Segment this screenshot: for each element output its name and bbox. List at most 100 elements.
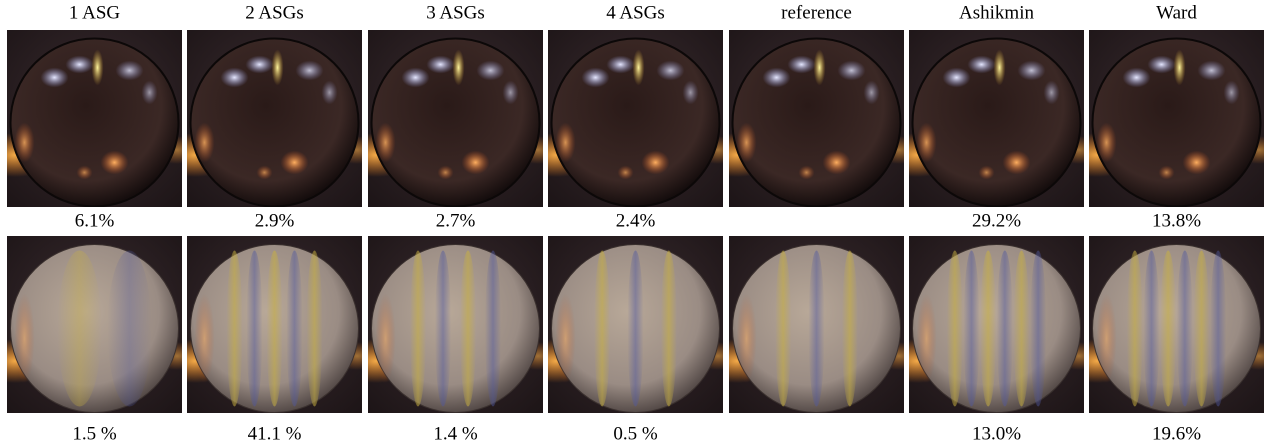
stripe: [485, 251, 501, 407]
stripe: [1194, 251, 1210, 407]
highlight: [1003, 151, 1031, 175]
error-label: 0.5 %: [613, 423, 658, 444]
stripe: [410, 251, 426, 407]
column-header: Ward: [1156, 2, 1197, 23]
highlight: [1044, 81, 1060, 105]
render-image: [155, 236, 379, 413]
highlight: [272, 50, 284, 86]
sphere: [372, 245, 540, 413]
render-image: [697, 30, 921, 207]
figure: 1 ASG6.1%1.5 %2 ASGs2.9%41.1 %3 ASGs2.7%…: [0, 0, 1266, 447]
highlight: [979, 166, 995, 180]
highlight: [41, 68, 69, 88]
rim-light: [737, 294, 757, 384]
stripe: [775, 251, 791, 407]
highlight: [633, 50, 645, 86]
column-header: 4 ASGs: [606, 2, 665, 23]
highlight: [642, 151, 670, 175]
column-header: 3 ASGs: [426, 2, 485, 23]
stripe: [628, 251, 644, 407]
highlight: [607, 56, 635, 74]
highlight: [556, 123, 576, 163]
render-image: [877, 30, 1101, 207]
highlight: [994, 50, 1006, 86]
sphere: [1093, 245, 1261, 413]
highlight: [453, 50, 465, 86]
highlight: [462, 151, 490, 175]
render-image: [1057, 30, 1266, 207]
rim-light: [15, 294, 35, 384]
highlight: [864, 81, 880, 105]
highlight: [618, 166, 634, 180]
highlight: [788, 56, 816, 74]
highlight: [917, 123, 937, 163]
rim-light: [376, 294, 396, 384]
highlight: [281, 151, 309, 175]
rim-light: [195, 294, 215, 384]
error-label: 19.6%: [1152, 423, 1201, 444]
highlight: [657, 61, 685, 81]
stripe: [947, 251, 963, 407]
rim-light: [917, 294, 937, 384]
highlight: [296, 61, 324, 81]
error-label: 1.5 %: [72, 423, 117, 444]
highlight: [1183, 151, 1211, 175]
render-image: [155, 30, 379, 207]
error-label: 6.1%: [75, 210, 115, 231]
highlight: [116, 61, 144, 81]
stripe: [307, 251, 323, 407]
stripe: [661, 251, 677, 407]
render-image: [516, 30, 740, 207]
rim-light: [1097, 294, 1117, 384]
error-label: 13.0%: [972, 423, 1021, 444]
stripe: [227, 251, 243, 407]
highlight: [763, 68, 791, 88]
highlight: [943, 68, 971, 88]
highlight: [823, 151, 851, 175]
highlight: [221, 68, 249, 88]
highlight: [376, 123, 396, 163]
stripe: [1030, 251, 1046, 407]
highlight: [799, 166, 815, 180]
stripe: [997, 251, 1013, 407]
highlight: [477, 61, 505, 81]
stripe: [58, 251, 102, 407]
highlight: [1198, 61, 1226, 81]
stripe: [1144, 251, 1160, 407]
error-label: 2.7%: [436, 210, 476, 231]
highlight: [737, 123, 757, 163]
column-header: Ashikmin: [959, 2, 1034, 23]
highlight: [246, 56, 274, 74]
error-label: 2.4%: [616, 210, 656, 231]
render-image: [336, 236, 560, 413]
highlight: [101, 151, 129, 175]
stripe: [460, 251, 476, 407]
error-label: 41.1 %: [248, 423, 302, 444]
highlight: [142, 81, 158, 105]
highlight: [257, 166, 273, 180]
highlight: [402, 68, 430, 88]
highlight: [582, 68, 610, 88]
highlight: [427, 56, 455, 74]
highlight: [838, 61, 866, 81]
error-label: 1.4 %: [433, 423, 478, 444]
render-image: [697, 236, 921, 413]
highlight: [1159, 166, 1175, 180]
stripe: [809, 251, 825, 407]
highlight: [438, 166, 454, 180]
highlight: [1097, 123, 1117, 163]
stripe: [1014, 251, 1030, 407]
stripe: [980, 251, 996, 407]
highlight: [1018, 61, 1046, 81]
highlight: [968, 56, 996, 74]
highlight: [1148, 56, 1176, 74]
render-image: [0, 30, 199, 207]
highlight: [1123, 68, 1151, 88]
rim-light: [556, 294, 576, 384]
error-label: 29.2%: [972, 210, 1021, 231]
stripe: [287, 251, 303, 407]
highlight: [195, 123, 215, 163]
render-image: [516, 236, 740, 413]
column-header: 1 ASG: [69, 2, 120, 23]
stripe: [842, 251, 858, 407]
